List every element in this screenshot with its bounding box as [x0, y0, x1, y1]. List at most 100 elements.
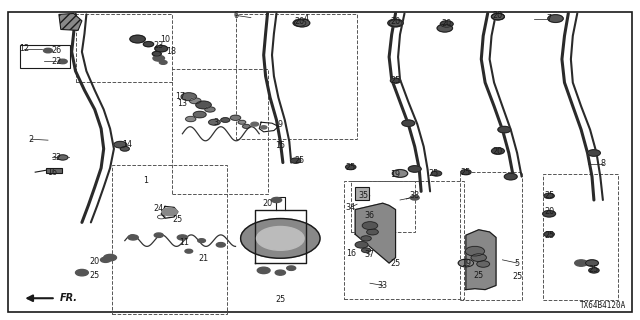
- Circle shape: [402, 120, 415, 126]
- Circle shape: [389, 20, 402, 26]
- Text: 20: 20: [294, 17, 305, 26]
- Text: 16: 16: [47, 168, 58, 177]
- Circle shape: [492, 13, 504, 20]
- Circle shape: [362, 222, 378, 229]
- Bar: [76, 14, 172, 82]
- Circle shape: [230, 115, 241, 120]
- Circle shape: [504, 173, 517, 180]
- Circle shape: [155, 45, 168, 52]
- Circle shape: [58, 59, 67, 64]
- Circle shape: [205, 107, 215, 112]
- Bar: [172, 69, 268, 194]
- Text: 10: 10: [160, 35, 170, 44]
- Text: 24: 24: [154, 204, 164, 213]
- Circle shape: [589, 268, 599, 273]
- Text: 9: 9: [278, 120, 283, 129]
- Circle shape: [185, 249, 193, 253]
- Text: 16: 16: [346, 249, 356, 258]
- Text: 6: 6: [233, 11, 238, 20]
- Text: 2: 2: [28, 135, 33, 144]
- Text: 19: 19: [390, 170, 401, 179]
- Circle shape: [388, 19, 403, 27]
- Circle shape: [431, 171, 442, 176]
- Circle shape: [293, 20, 306, 26]
- Circle shape: [257, 267, 270, 274]
- Circle shape: [209, 119, 220, 125]
- Text: 38: 38: [410, 191, 420, 200]
- Circle shape: [346, 164, 356, 170]
- Bar: [543, 174, 618, 300]
- Circle shape: [181, 93, 196, 100]
- Circle shape: [275, 270, 285, 275]
- Text: 1: 1: [143, 176, 148, 185]
- Circle shape: [408, 166, 421, 172]
- Circle shape: [588, 150, 600, 156]
- Text: 25: 25: [275, 295, 285, 304]
- Circle shape: [437, 24, 452, 32]
- Circle shape: [154, 233, 163, 237]
- Text: 20: 20: [262, 199, 273, 208]
- Circle shape: [177, 235, 188, 240]
- Text: 25: 25: [173, 215, 183, 224]
- Text: 20: 20: [493, 11, 503, 20]
- Circle shape: [100, 257, 111, 262]
- Text: FR.: FR.: [60, 292, 77, 303]
- Text: 21: 21: [198, 254, 209, 263]
- Text: 26: 26: [51, 46, 61, 55]
- Text: TX64B4120A: TX64B4120A: [580, 301, 626, 310]
- Circle shape: [120, 147, 129, 151]
- Text: 25: 25: [294, 156, 305, 165]
- Text: 25: 25: [390, 260, 401, 268]
- Text: 20: 20: [544, 207, 554, 216]
- Circle shape: [287, 266, 296, 270]
- Text: 20: 20: [442, 19, 452, 28]
- Text: 15: 15: [275, 141, 285, 150]
- Circle shape: [241, 219, 320, 258]
- Text: 14: 14: [122, 140, 132, 149]
- Bar: [460, 172, 522, 300]
- Circle shape: [152, 52, 161, 56]
- Text: 25: 25: [589, 265, 599, 274]
- Circle shape: [128, 235, 138, 240]
- Text: 25: 25: [544, 191, 554, 200]
- Circle shape: [392, 170, 408, 177]
- Bar: [355, 187, 369, 200]
- Text: 11: 11: [179, 238, 189, 247]
- Bar: [351, 181, 415, 232]
- Text: 18: 18: [166, 47, 177, 56]
- Circle shape: [189, 98, 201, 104]
- Text: 5: 5: [515, 259, 520, 268]
- Text: 20: 20: [90, 257, 100, 266]
- Text: 3: 3: [214, 118, 219, 127]
- Text: 8: 8: [600, 159, 605, 168]
- Polygon shape: [355, 203, 396, 263]
- Text: 33: 33: [378, 281, 388, 290]
- Circle shape: [294, 19, 310, 27]
- Circle shape: [471, 254, 486, 261]
- Circle shape: [238, 120, 246, 124]
- Text: 35: 35: [358, 191, 369, 200]
- Circle shape: [498, 126, 511, 133]
- Text: 19: 19: [461, 259, 471, 268]
- Polygon shape: [466, 230, 496, 290]
- Text: 4: 4: [303, 14, 308, 23]
- Circle shape: [355, 242, 368, 248]
- Circle shape: [221, 118, 230, 122]
- Circle shape: [458, 259, 474, 267]
- Circle shape: [362, 248, 371, 252]
- Circle shape: [361, 236, 371, 241]
- Text: 23: 23: [154, 41, 164, 50]
- Text: 12: 12: [19, 44, 29, 53]
- Text: 20: 20: [493, 147, 503, 156]
- Circle shape: [492, 13, 504, 20]
- Circle shape: [76, 269, 88, 276]
- Circle shape: [153, 55, 164, 61]
- Text: 13: 13: [177, 99, 188, 108]
- Circle shape: [548, 15, 563, 22]
- Circle shape: [193, 111, 206, 118]
- Text: 25: 25: [429, 169, 439, 178]
- Circle shape: [162, 208, 177, 216]
- Text: 7: 7: [547, 14, 552, 23]
- Circle shape: [130, 35, 145, 43]
- Circle shape: [271, 197, 282, 203]
